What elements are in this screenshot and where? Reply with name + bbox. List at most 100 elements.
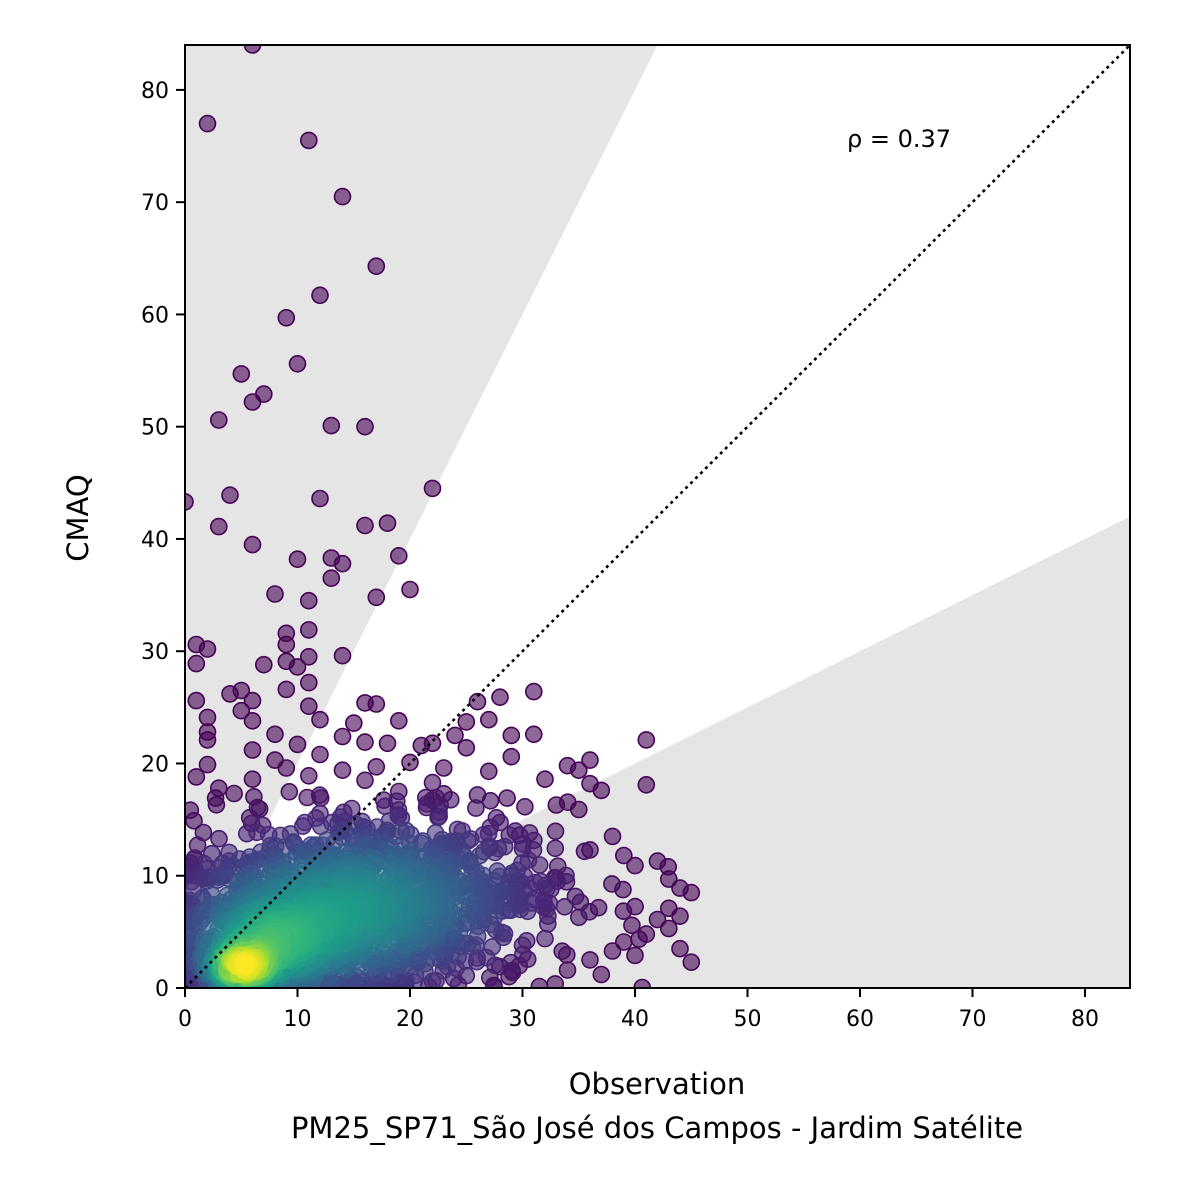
data-point	[498, 789, 516, 807]
data-point	[524, 682, 543, 701]
data-point	[682, 953, 701, 972]
data-point	[288, 550, 307, 569]
data-point	[457, 738, 476, 757]
data-point	[502, 726, 521, 745]
x-tick-label: 10	[284, 1007, 312, 1032]
data-point	[614, 933, 633, 951]
data-point	[221, 685, 239, 703]
data-point	[389, 711, 408, 730]
data-point	[637, 731, 656, 749]
data-point	[434, 759, 453, 777]
y-tick-label: 80	[141, 79, 169, 104]
data-point	[468, 692, 487, 711]
data-point	[266, 725, 284, 744]
data-point	[185, 493, 194, 511]
data-point	[356, 771, 374, 790]
x-tick-label: 80	[1071, 1007, 1099, 1032]
data-point	[254, 655, 273, 674]
x-tick-label: 0	[178, 1007, 192, 1032]
identity-line	[185, 45, 1130, 988]
data-point	[277, 635, 296, 654]
plot-frame	[184, 44, 1131, 989]
data-point	[277, 308, 296, 327]
data-point	[569, 800, 588, 819]
y-axis: 0 10 20 30 40 50 60 70 80	[141, 79, 185, 1002]
data-point	[333, 554, 352, 573]
x-tick-label: 20	[396, 1007, 424, 1032]
data-point	[659, 870, 678, 888]
data-point	[187, 654, 206, 673]
data-point	[288, 354, 307, 373]
data-point	[243, 711, 262, 730]
data-point	[299, 591, 318, 610]
x-axis-subtitle: PM25_SP71_São José dos Campos - Jardim S…	[291, 1111, 1023, 1145]
data-point	[479, 762, 498, 781]
data-point	[412, 736, 431, 755]
x-tick-label: 50	[734, 1007, 762, 1032]
data-point	[623, 916, 641, 935]
x-axis-label: Observation	[569, 1067, 746, 1101]
data-point	[225, 784, 243, 803]
y-tick-label: 20	[141, 752, 169, 777]
data-point	[558, 961, 577, 979]
data-point	[614, 902, 633, 921]
data-point	[243, 770, 262, 789]
data-point	[311, 789, 330, 807]
data-point	[232, 701, 251, 720]
x-tick-label: 60	[846, 1007, 874, 1032]
data-point	[553, 942, 572, 961]
data-point	[333, 646, 352, 665]
data-point	[536, 929, 554, 948]
data-point	[322, 416, 341, 435]
data-point	[234, 957, 253, 975]
y-tick-label: 70	[141, 191, 169, 216]
y-axis-label: CMAQ	[61, 474, 95, 561]
data-point	[659, 899, 678, 918]
data-point	[293, 817, 312, 836]
data-point	[277, 759, 296, 777]
data-point	[280, 782, 299, 801]
data-point	[546, 822, 565, 841]
y-tick-label: 40	[141, 528, 169, 553]
data-point	[299, 131, 318, 150]
data-point	[288, 735, 307, 754]
data-point	[626, 856, 644, 875]
data-point	[603, 875, 621, 893]
data-point	[299, 621, 318, 639]
data-point	[614, 846, 633, 865]
data-point	[569, 908, 588, 927]
y-tick-label: 60	[141, 303, 169, 328]
data-point	[429, 808, 447, 827]
data-point	[243, 691, 262, 710]
data-point	[536, 770, 554, 789]
data-point	[243, 741, 262, 759]
data-point	[311, 286, 329, 305]
data-point	[479, 710, 498, 729]
y-tick-label: 30	[141, 640, 169, 665]
y-tick-label: 50	[141, 416, 169, 441]
data-point	[210, 517, 228, 536]
shaded-band-upper	[185, 45, 658, 988]
data-point	[311, 745, 329, 764]
data-point	[367, 695, 386, 713]
data-point	[198, 640, 217, 658]
data-point	[648, 852, 667, 870]
data-point	[266, 585, 284, 603]
y-tick-label: 10	[141, 865, 169, 890]
data-point	[367, 757, 386, 776]
data-point	[491, 688, 509, 707]
data-point	[516, 797, 534, 816]
data-point	[299, 697, 318, 716]
x-tick-label: 40	[621, 1007, 649, 1032]
data-point	[547, 796, 566, 814]
data-point	[344, 714, 363, 732]
data-point	[659, 919, 678, 938]
data-point	[530, 977, 549, 988]
data-point	[555, 897, 574, 916]
data-point	[311, 710, 329, 729]
data-point	[356, 516, 374, 535]
data-point	[333, 727, 352, 746]
correlation-annotation: ρ = 0.37	[847, 125, 951, 153]
data-point	[277, 680, 296, 699]
data-point	[575, 842, 594, 861]
